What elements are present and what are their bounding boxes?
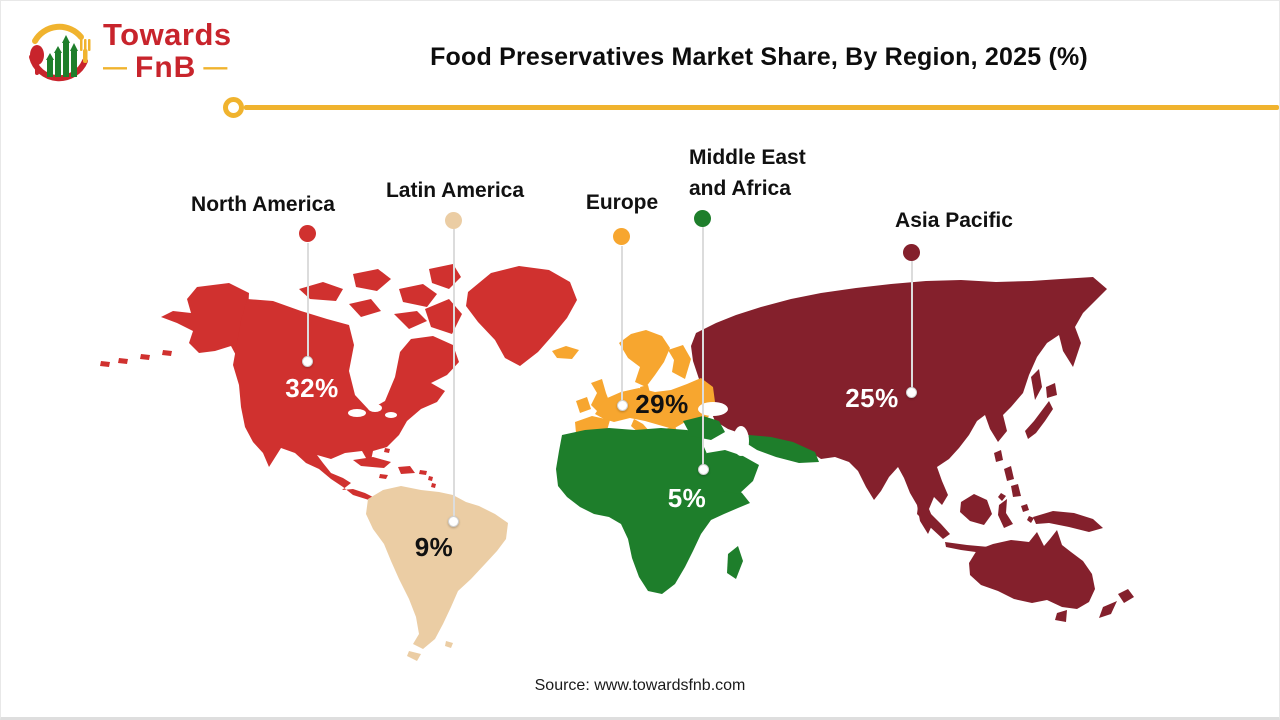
region-value-latin-america: 9% <box>414 532 454 562</box>
pin-end-north-america <box>302 356 313 367</box>
pin-dot-middle-east-africa <box>694 210 711 227</box>
logo-dash-left: — <box>103 54 128 81</box>
region-label-latin-america: Latin America <box>385 179 525 202</box>
source-text: Source: www.towardsfnb.com <box>534 677 746 694</box>
page-title: Food Preservatives Market Share, By Regi… <box>430 43 1088 71</box>
brand-logo-text: Towards — FnB — <box>103 19 232 83</box>
inland-seas <box>698 402 749 456</box>
pin-end-asia-pacific <box>906 387 917 398</box>
leader-line-latin-america <box>453 229 455 522</box>
region-north-america-shape <box>100 264 577 503</box>
fork-icon <box>80 39 91 63</box>
region-asia-pacific-shape <box>691 277 1134 622</box>
title-underline-ring <box>223 97 244 118</box>
spoon-icon <box>30 45 44 75</box>
leader-line-middle-east-africa <box>702 227 704 470</box>
pin-dot-europe <box>613 228 630 245</box>
pin-end-latin-america <box>448 516 459 527</box>
region-label-middle-east-africa: Middle East and Africa <box>689 146 806 200</box>
logo-arc-top <box>32 23 84 44</box>
region-value-europe: 29% <box>635 389 689 419</box>
brand-logo-icon <box>29 23 91 82</box>
brand-name-fnb: FnB <box>135 51 197 84</box>
region-label-north-america: North America <box>191 193 335 216</box>
logo-dash-right: — <box>203 54 229 81</box>
region-label-europe: Europe <box>585 191 659 214</box>
pin-end-middle-east-africa <box>698 464 709 475</box>
brand-name-line2: — FnB — <box>103 53 232 83</box>
leader-line-europe <box>621 246 623 406</box>
leader-line-asia-pacific <box>911 261 913 393</box>
brand-logo: Towards — FnB — <box>23 15 232 87</box>
pin-dot-latin-america <box>445 212 462 229</box>
leader-line-north-america <box>307 243 309 362</box>
pin-end-europe <box>617 400 628 411</box>
region-value-north-america: 32% <box>285 373 339 403</box>
region-value-middle-east-africa: 5% <box>667 483 707 513</box>
pin-dot-north-america <box>299 225 316 242</box>
growth-bars-icon <box>46 35 78 77</box>
title-underline <box>244 105 1279 110</box>
great-lakes <box>348 404 397 418</box>
pin-dot-asia-pacific <box>903 244 920 261</box>
region-label-asia-pacific: Asia Pacific <box>895 209 1013 232</box>
region-value-asia-pacific: 25% <box>845 383 899 413</box>
brand-name-line1: Towards <box>103 17 232 52</box>
region-latin-america-shape <box>366 486 508 661</box>
